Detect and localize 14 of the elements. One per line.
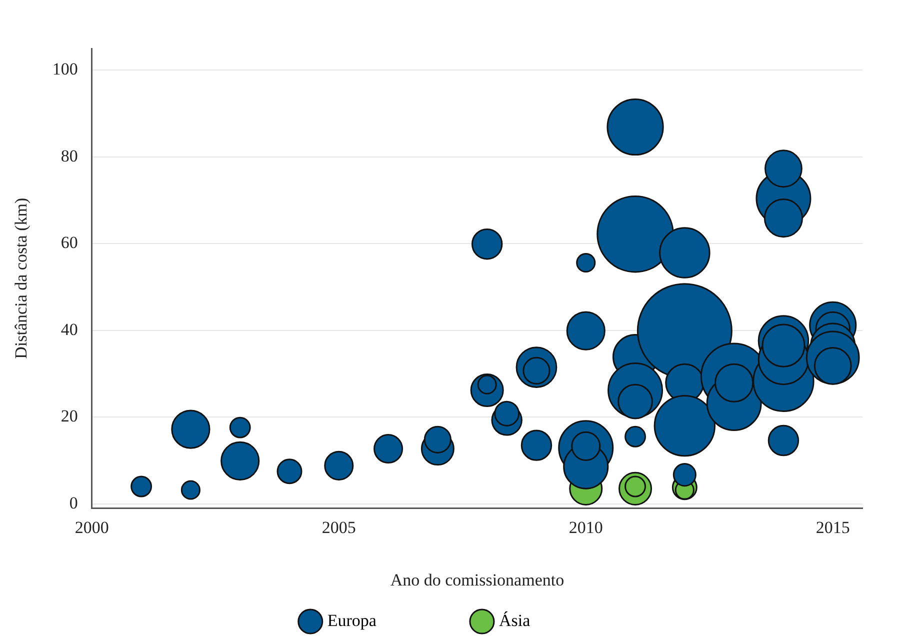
x-tick-label: 2000 xyxy=(74,518,109,537)
y-tick-label: 20 xyxy=(60,406,78,426)
y-axis-title: Distância da costa (km) xyxy=(12,198,31,359)
x-tick-label: 2015 xyxy=(816,518,850,537)
x-tick-label: 2005 xyxy=(322,518,356,537)
x-axis-title: Ano do comissionamento xyxy=(390,570,564,590)
y-tick-label: 40 xyxy=(60,320,78,339)
x-tick-label: 2010 xyxy=(568,518,603,537)
y-tick-label: 100 xyxy=(52,60,78,79)
y-tick-label: 60 xyxy=(60,233,78,252)
legend-label: Europa xyxy=(327,610,462,630)
y-tick-label: 0 xyxy=(69,493,78,512)
legend-label: Ásia xyxy=(498,610,616,630)
y-tick-label: 80 xyxy=(60,146,78,166)
